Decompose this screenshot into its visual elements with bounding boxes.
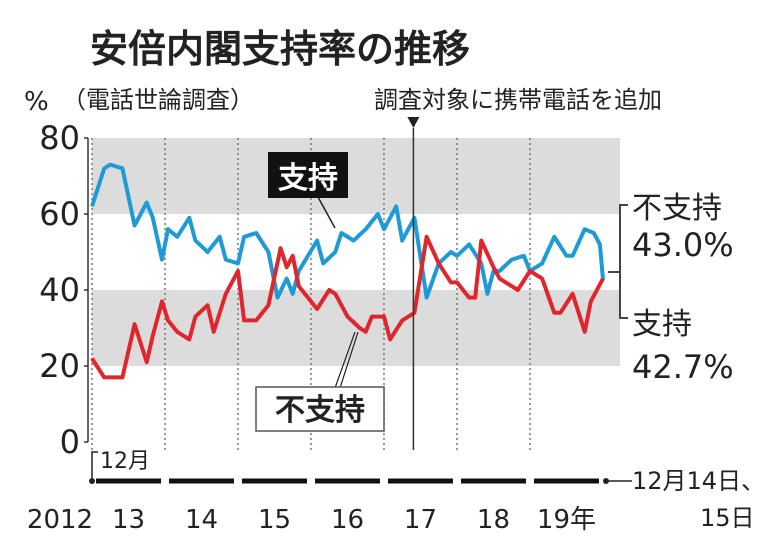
final-support-label: 支持 — [632, 307, 692, 342]
y-tick-label: 40 — [39, 271, 80, 309]
final-support-value: 42.7% — [632, 348, 734, 386]
down-triangle-icon — [407, 117, 420, 128]
x-end-label-1: 12月14日、 — [632, 467, 765, 495]
y-tick-label: 60 — [39, 195, 80, 233]
x-axis-timeline: 12月 12月14日、 15日 — [89, 449, 765, 532]
disapproval-callout-label: 不支持 — [275, 393, 365, 428]
x-tick-label: 2012 — [27, 505, 93, 535]
x-start-label: 12月 — [100, 449, 150, 474]
final-disapproval-value: 43.0% — [632, 226, 734, 264]
series-lines — [90, 162, 605, 380]
x-tick-labels: 2012 13 14 15 16 17 18 19年 — [27, 505, 596, 535]
gray-band — [92, 138, 620, 214]
disapproval-line — [90, 234, 605, 380]
x-tick-label: 19年 — [537, 505, 596, 535]
x-tick-label: 13 — [112, 505, 145, 535]
y-tick-label: 80 — [39, 119, 80, 157]
x-tick-label: 16 — [331, 505, 364, 535]
y-unit-label: % — [24, 87, 49, 117]
final-values: 不支持 43.0% 支持 42.7% — [608, 191, 734, 386]
y-tick-label: 0 — [60, 423, 80, 461]
x-tick-label: 14 — [185, 505, 218, 535]
support-callout-label: 支持 — [278, 161, 338, 196]
chart-subtitle: （電話世論調査） — [62, 86, 254, 114]
disapproval-callout: 不支持 — [255, 331, 385, 432]
y-tick-labels: 0 20 40 60 80 — [39, 119, 88, 461]
chart-title: 安倍内閣支持率の推移 — [90, 27, 470, 71]
x-tick-label: 15 — [258, 505, 291, 535]
timeline-start-dot — [89, 478, 95, 484]
gray-band — [92, 290, 620, 366]
timeline-end-dot — [603, 478, 609, 484]
support-callout: 支持 — [268, 152, 348, 229]
background-bands — [92, 138, 620, 366]
support-line — [90, 162, 605, 300]
y-tick-label: 20 — [39, 347, 80, 385]
method-change-annotation: 調査対象に携帯電話を追加 — [374, 86, 662, 114]
x-tick-label: 18 — [477, 505, 510, 535]
x-end-label-2: 15日 — [700, 504, 755, 532]
final-disapproval-label: 不支持 — [632, 191, 722, 226]
x-tick-label: 17 — [404, 505, 437, 535]
